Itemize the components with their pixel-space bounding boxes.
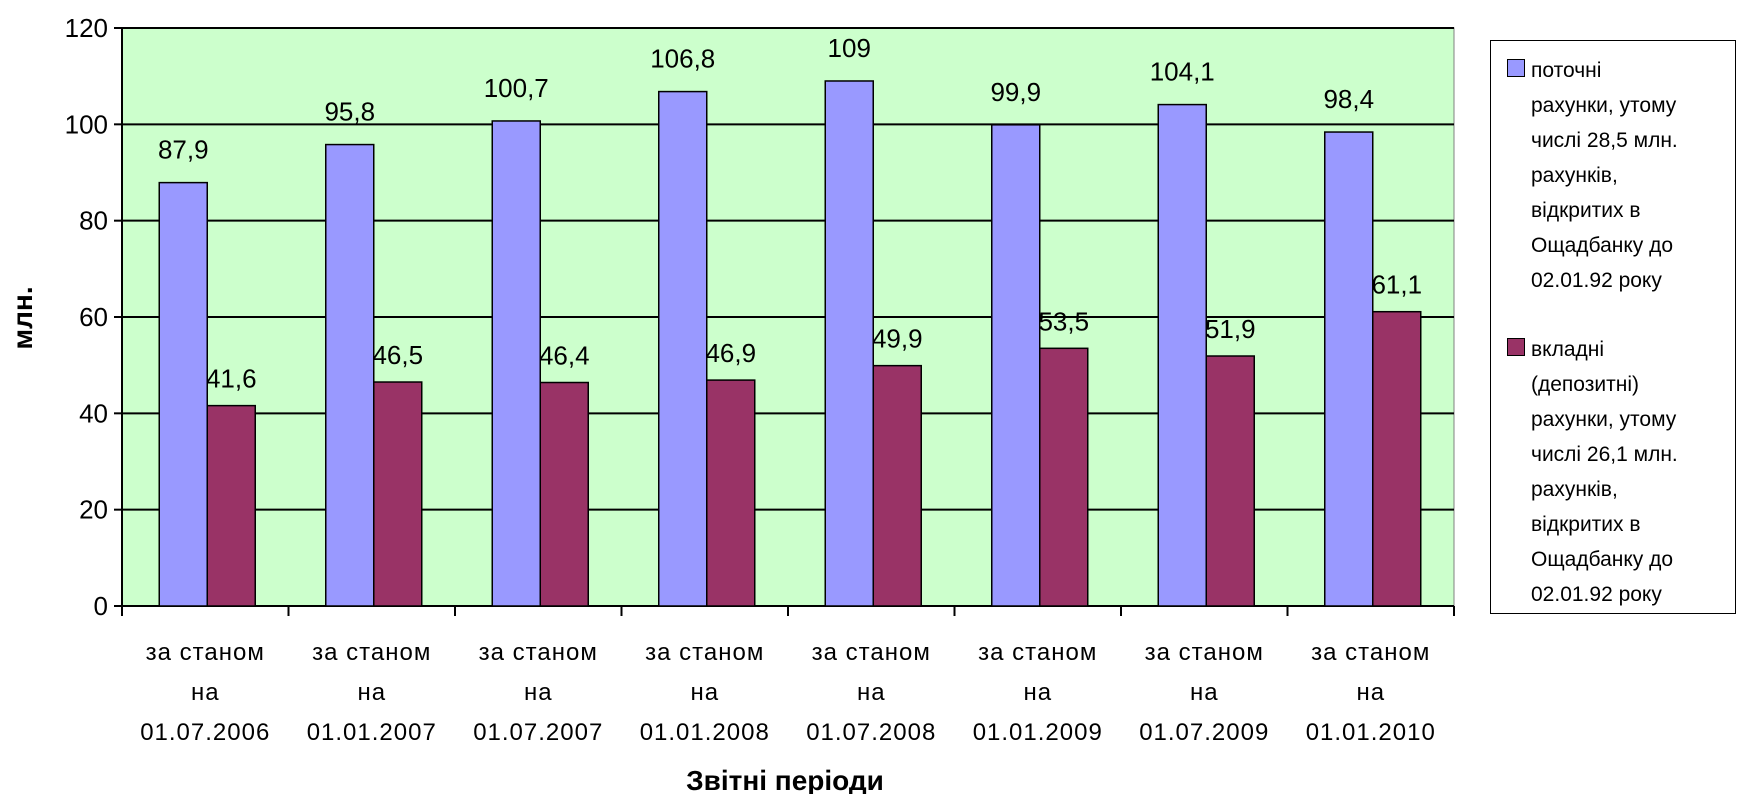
x-tick-label: за станом — [978, 639, 1097, 666]
legend-line: 02.01.92 року — [1531, 583, 1662, 606]
y-tick-label: 20 — [79, 495, 108, 525]
x-tick-label: за станом — [1145, 639, 1264, 666]
bars — [158, 80, 1422, 607]
x-tick-label: за станом — [1311, 639, 1430, 666]
bar-series-1 — [1324, 131, 1374, 607]
legend-line: відкритих в — [1531, 513, 1641, 536]
x-tick-label: 01.07.2006 — [140, 719, 270, 746]
x-tick-label: на — [690, 679, 719, 706]
legend-line: 02.01.92 року — [1531, 269, 1662, 292]
x-tick-label: на — [1356, 679, 1385, 706]
legend-label-deposit-accounts: вкладні (депозитні) рахунки, утому числі… — [1531, 332, 1731, 612]
bar-series-2 — [206, 404, 256, 607]
data-label: 51,9 — [1205, 314, 1256, 344]
legend-line: відкритих в — [1531, 199, 1641, 222]
x-tick-label: за станом — [479, 639, 598, 666]
legend-line: рахунків, — [1531, 478, 1618, 501]
legend-swatch-current-accounts — [1507, 59, 1525, 77]
x-tick-label: 01.01.2010 — [1306, 719, 1436, 746]
data-label: 95,8 — [324, 97, 375, 127]
legend-line: Ощадбанку до — [1531, 548, 1674, 571]
y-tick-label: 40 — [79, 398, 108, 428]
x-tick-label: 01.07.2007 — [473, 719, 603, 746]
bar-series-2 — [1372, 310, 1422, 607]
x-tick-label: на — [1023, 679, 1052, 706]
data-label: 46,9 — [705, 338, 756, 368]
bar-series-1 — [658, 90, 708, 607]
y-tick-label: 0 — [94, 591, 108, 621]
legend-line: рахунки, утому — [1531, 408, 1677, 431]
legend-line: Ощадбанку до — [1531, 234, 1674, 257]
bar-series-1 — [824, 80, 874, 607]
x-tick-label: за станом — [812, 639, 931, 666]
data-label: 106,8 — [650, 44, 715, 74]
legend-line: рахунків, — [1531, 164, 1618, 187]
legend-swatch-deposit-accounts — [1507, 338, 1525, 356]
x-tick-label: 01.07.2008 — [806, 719, 936, 746]
y-axis-title: млн. — [7, 286, 38, 349]
data-label: 99,9 — [990, 77, 1041, 107]
bar-series-1 — [991, 124, 1041, 607]
x-tick-label: 01.01.2008 — [640, 719, 770, 746]
data-label: 41,6 — [206, 364, 257, 394]
legend-line: поточні — [1531, 59, 1602, 82]
x-tick-label: на — [1190, 679, 1219, 706]
data-label: 46,4 — [539, 341, 590, 371]
data-label: 61,1 — [1371, 270, 1422, 300]
bar-series-1 — [1157, 103, 1207, 607]
legend-line: числі 28,5 млн. — [1531, 129, 1678, 152]
legend-line: вкладні — [1531, 338, 1605, 361]
data-label: 46,5 — [372, 340, 423, 370]
legend-line: (депозитні) — [1531, 373, 1639, 396]
y-tick-label: 100 — [65, 109, 108, 139]
data-label: 49,9 — [872, 324, 923, 354]
y-tick-label: 120 — [65, 13, 108, 43]
x-tick-label: на — [357, 679, 386, 706]
legend-item-current-accounts: поточні рахунки, утому числі 28,5 млн. р… — [1507, 53, 1731, 298]
legend: поточні рахунки, утому числі 28,5 млн. р… — [1490, 40, 1736, 614]
legend-line: числі 26,1 млн. — [1531, 443, 1678, 466]
x-tick-label: на — [191, 679, 220, 706]
legend-label-current-accounts: поточні рахунки, утому числі 28,5 млн. р… — [1531, 53, 1731, 298]
legend-item-deposit-accounts: вкладні (депозитні) рахунки, утому числі… — [1507, 332, 1731, 612]
y-tick-label: 60 — [79, 302, 108, 332]
data-label: 87,9 — [158, 135, 209, 165]
bar-series-2 — [872, 364, 922, 607]
x-tick-label: за станом — [312, 639, 431, 666]
x-tick-label: на — [857, 679, 886, 706]
x-axis-title: Звітні періоди — [686, 765, 884, 794]
x-tick-label: за станом — [146, 639, 265, 666]
bar-series-1 — [158, 181, 208, 607]
x-tick-label: на — [524, 679, 553, 706]
bar-series-2 — [539, 381, 589, 607]
data-label: 104,1 — [1150, 57, 1215, 87]
data-label: 109 — [828, 33, 871, 63]
x-tick-label: за станом — [645, 639, 764, 666]
x-tick-label: 01.07.2009 — [1139, 719, 1269, 746]
y-tick-label: 80 — [79, 206, 108, 236]
bar-series-2 — [1205, 355, 1255, 607]
data-label: 53,5 — [1038, 306, 1089, 336]
bar-series-2 — [706, 379, 756, 607]
bar-series-2 — [373, 381, 423, 607]
bar-series-1 — [491, 120, 541, 607]
chart-labels: 0 20 40 60 80 100 120 87,9 41,6 за станом на 01.07.… — [65, 13, 1436, 746]
x-tick-label: 01.01.2007 — [307, 719, 437, 746]
bar-series-1 — [325, 143, 375, 607]
data-label: 98,4 — [1323, 84, 1374, 114]
bar-series-2 — [1039, 347, 1089, 607]
legend-line: рахунки, утому — [1531, 94, 1677, 117]
x-tick-label: 01.01.2009 — [973, 719, 1103, 746]
data-label: 100,7 — [484, 73, 549, 103]
